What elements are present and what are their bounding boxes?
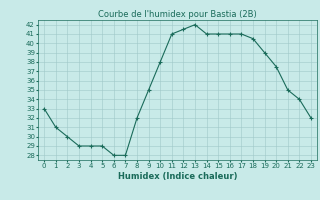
X-axis label: Humidex (Indice chaleur): Humidex (Indice chaleur)	[118, 172, 237, 181]
Title: Courbe de l'humidex pour Bastia (2B): Courbe de l'humidex pour Bastia (2B)	[98, 10, 257, 19]
